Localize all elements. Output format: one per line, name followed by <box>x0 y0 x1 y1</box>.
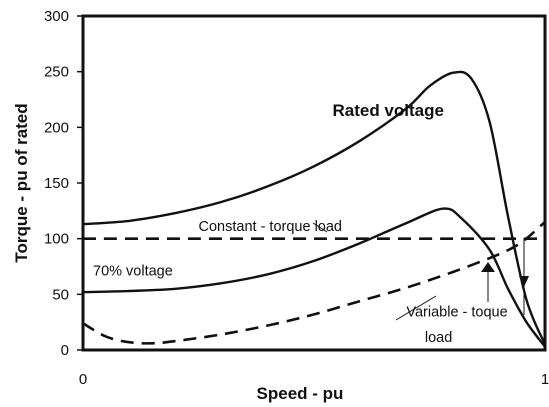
series-layer <box>82 70 547 348</box>
series-variable-torque-load <box>82 221 546 345</box>
y-tick-label: 150 <box>44 175 69 192</box>
plot-frame <box>81 14 547 352</box>
y-axis-ticks: 0 50 100 150 200 250 300 <box>44 8 83 359</box>
y-tick-label: 200 <box>44 119 69 136</box>
y-tick-label: 300 <box>44 8 69 25</box>
x-tick-label: 1 <box>541 371 549 388</box>
x-axis-label: Speed - pu <box>257 384 344 403</box>
annotation-arrows <box>312 222 529 321</box>
arrowhead-up <box>481 262 495 272</box>
variable-load-leader <box>395 295 437 321</box>
y-tick-label: 0 <box>61 342 69 359</box>
y-tick-label: 100 <box>44 231 69 248</box>
variable-torque-load-label-line2: load <box>425 330 452 346</box>
constant-torque-load-label: Constant - torque load <box>199 219 342 235</box>
seventy-pct-voltage-label: 70% voltage <box>93 263 173 279</box>
rated-voltage-label: Rated voltage <box>332 101 443 120</box>
x-tick-label: 0 <box>79 371 87 388</box>
series-rated-voltage <box>82 70 547 345</box>
y-tick-label: 50 <box>52 286 69 303</box>
annotations-layer: Rated voltage Constant - torque load 70% v… <box>93 101 508 346</box>
variable-torque-load-label: Variable - toque <box>406 305 507 321</box>
y-tick-label: 250 <box>44 64 69 81</box>
series-70pct-voltage <box>82 207 546 348</box>
y-axis-label: Torque - pu of rated <box>12 103 31 262</box>
constant-load-leader <box>312 222 328 233</box>
arrowhead-down <box>519 276 529 287</box>
